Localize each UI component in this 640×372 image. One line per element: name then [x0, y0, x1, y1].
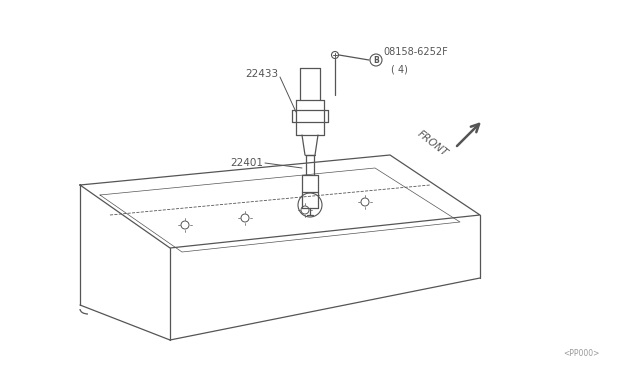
- Text: 22433: 22433: [245, 69, 278, 79]
- Text: B: B: [373, 55, 379, 64]
- Text: 22401: 22401: [230, 158, 263, 168]
- Text: 08158-6252F: 08158-6252F: [383, 47, 448, 57]
- Text: ( 4): ( 4): [391, 64, 408, 74]
- Text: FRONT: FRONT: [416, 129, 450, 159]
- Text: <PP000>: <PP000>: [564, 349, 600, 357]
